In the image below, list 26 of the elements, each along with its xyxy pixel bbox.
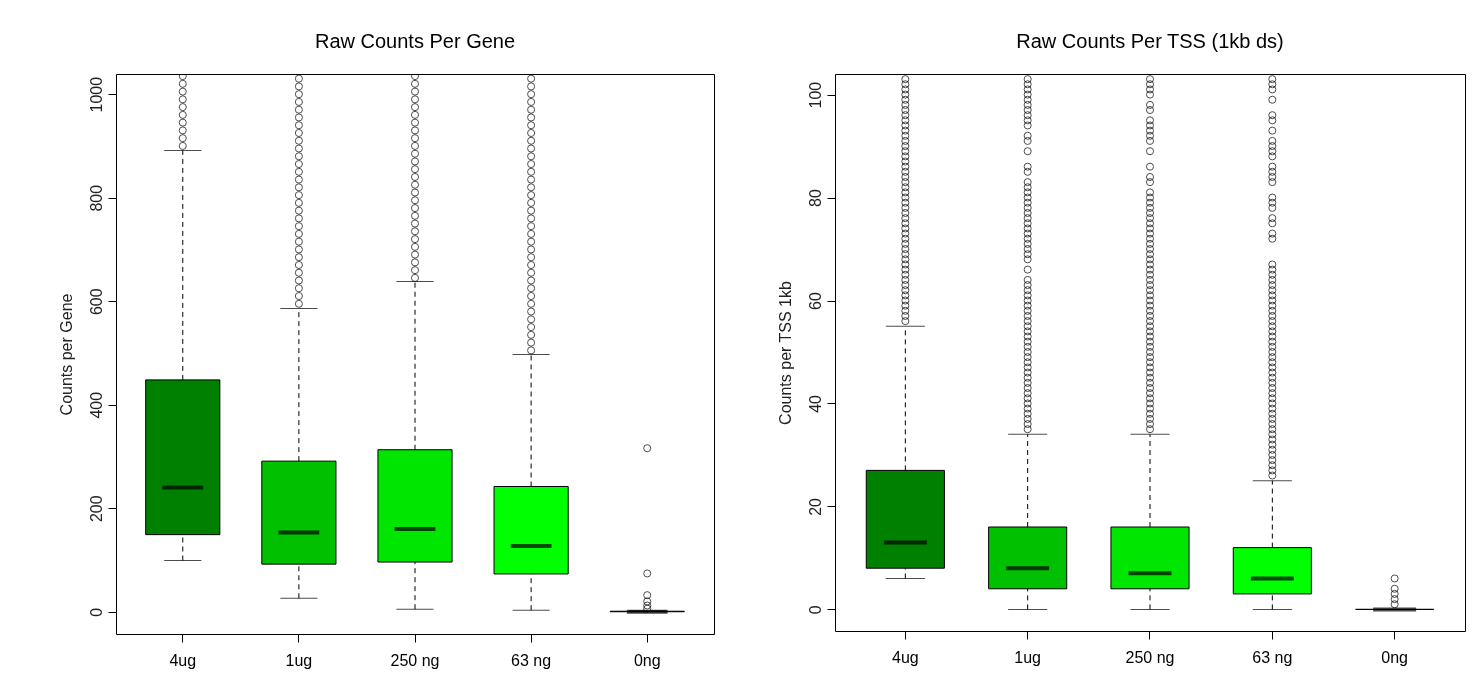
x-tick-label: 250 ng — [1125, 648, 1175, 666]
x-tick-label: 4ug — [891, 648, 919, 666]
y-tick-label: 20 — [806, 497, 824, 516]
y-tick-label: 0 — [806, 605, 824, 615]
y-axis-title: Counts per TSS 1kb — [776, 281, 794, 425]
y-tick-label: 800 — [87, 184, 105, 212]
y-tick-label: 40 — [806, 394, 824, 413]
chart-title: Raw Counts Per Gene — [314, 30, 516, 52]
y-tick-label: 100 — [806, 81, 824, 109]
x-tick-label: 1ug — [285, 651, 313, 669]
y-tick-label: 200 — [87, 495, 105, 523]
x-tick-label: 63 ng — [1252, 648, 1293, 666]
y-axis-title: Counts per Gene — [57, 293, 75, 416]
chart-title: Raw Counts Per TSS (1kb ds) — [1016, 30, 1284, 52]
x-tick-label: 63 ng — [511, 651, 552, 669]
y-tick-label: 600 — [87, 288, 105, 316]
x-tick-label: 0ng — [1381, 648, 1409, 666]
y-tick-label: 400 — [87, 391, 105, 419]
y-tick-label: 80 — [806, 189, 824, 207]
x-tick-label: 4ug — [169, 651, 197, 669]
y-tick-label: 0 — [87, 607, 105, 617]
x-tick-label: 250 ng — [390, 651, 440, 669]
y-tick-label: 60 — [806, 292, 824, 310]
x-tick-label: 1ug — [1014, 648, 1042, 666]
x-tick-label: 0ng — [633, 651, 661, 669]
y-tick-label: 1000 — [87, 76, 105, 113]
